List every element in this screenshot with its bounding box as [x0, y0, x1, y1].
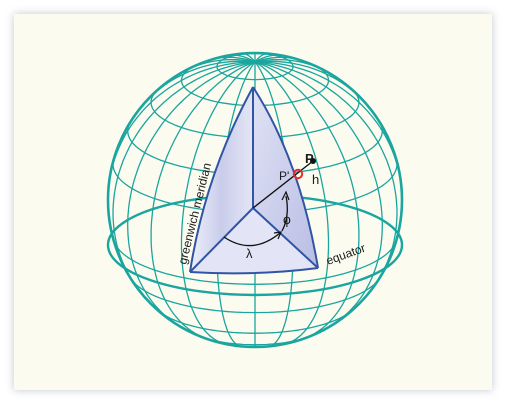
latitude-label: ϕ [283, 211, 291, 227]
equator-label: equator [324, 241, 367, 268]
point-p-label: P [305, 151, 314, 166]
height-label: h [312, 172, 319, 187]
projected-point-label: P' [279, 169, 289, 183]
longitude-label: λ [246, 246, 253, 261]
